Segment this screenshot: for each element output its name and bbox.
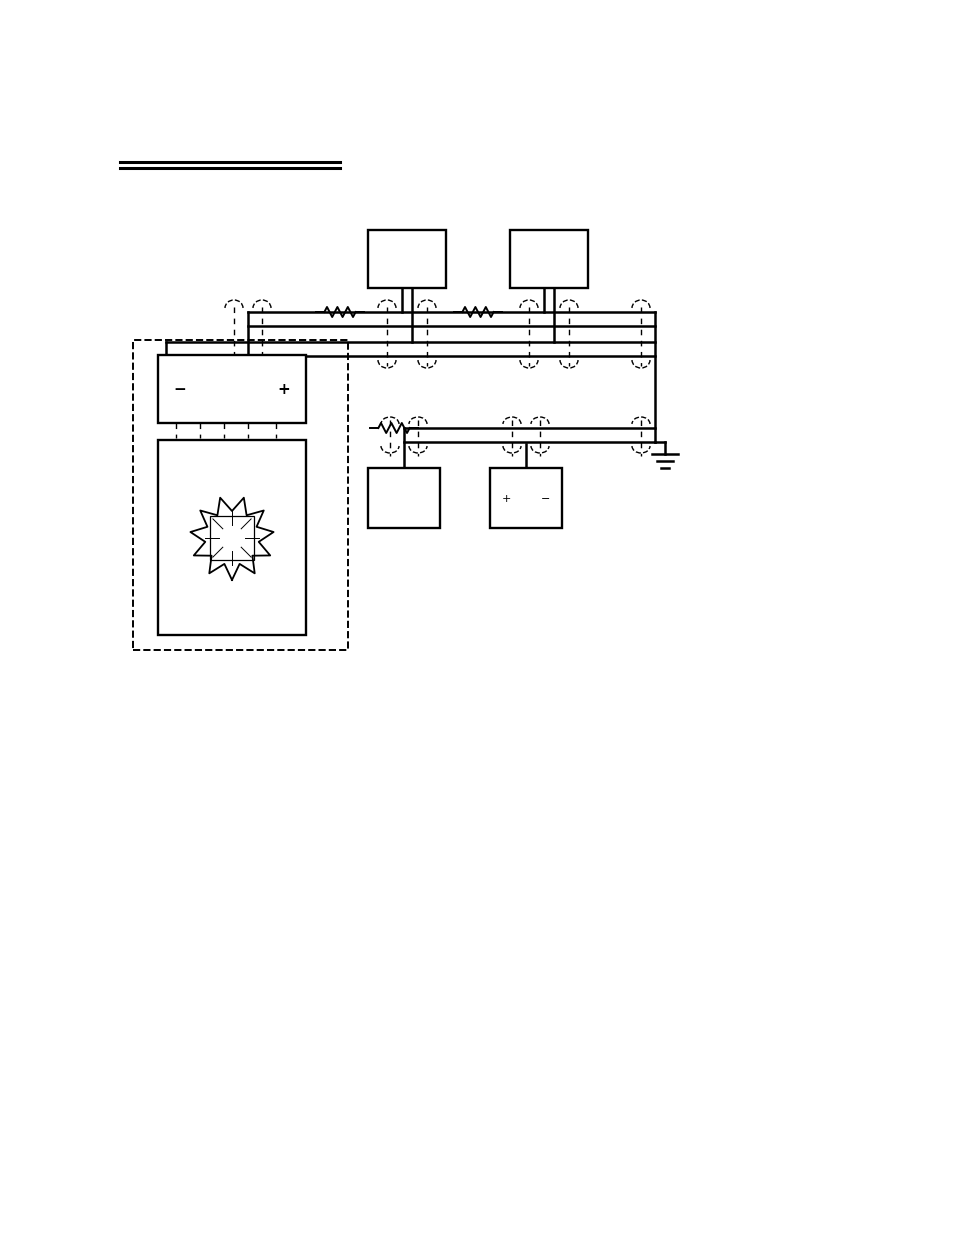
Bar — [490, 468, 561, 529]
Text: −: − — [173, 383, 186, 398]
Bar — [158, 354, 306, 424]
Bar — [368, 468, 439, 529]
Bar — [510, 230, 587, 288]
Bar — [132, 340, 348, 650]
Bar — [210, 516, 253, 559]
Bar — [158, 440, 306, 635]
Bar — [368, 230, 446, 288]
Text: −: − — [540, 494, 550, 504]
Text: +: + — [277, 383, 290, 398]
Polygon shape — [191, 498, 274, 580]
Text: +: + — [500, 494, 510, 504]
